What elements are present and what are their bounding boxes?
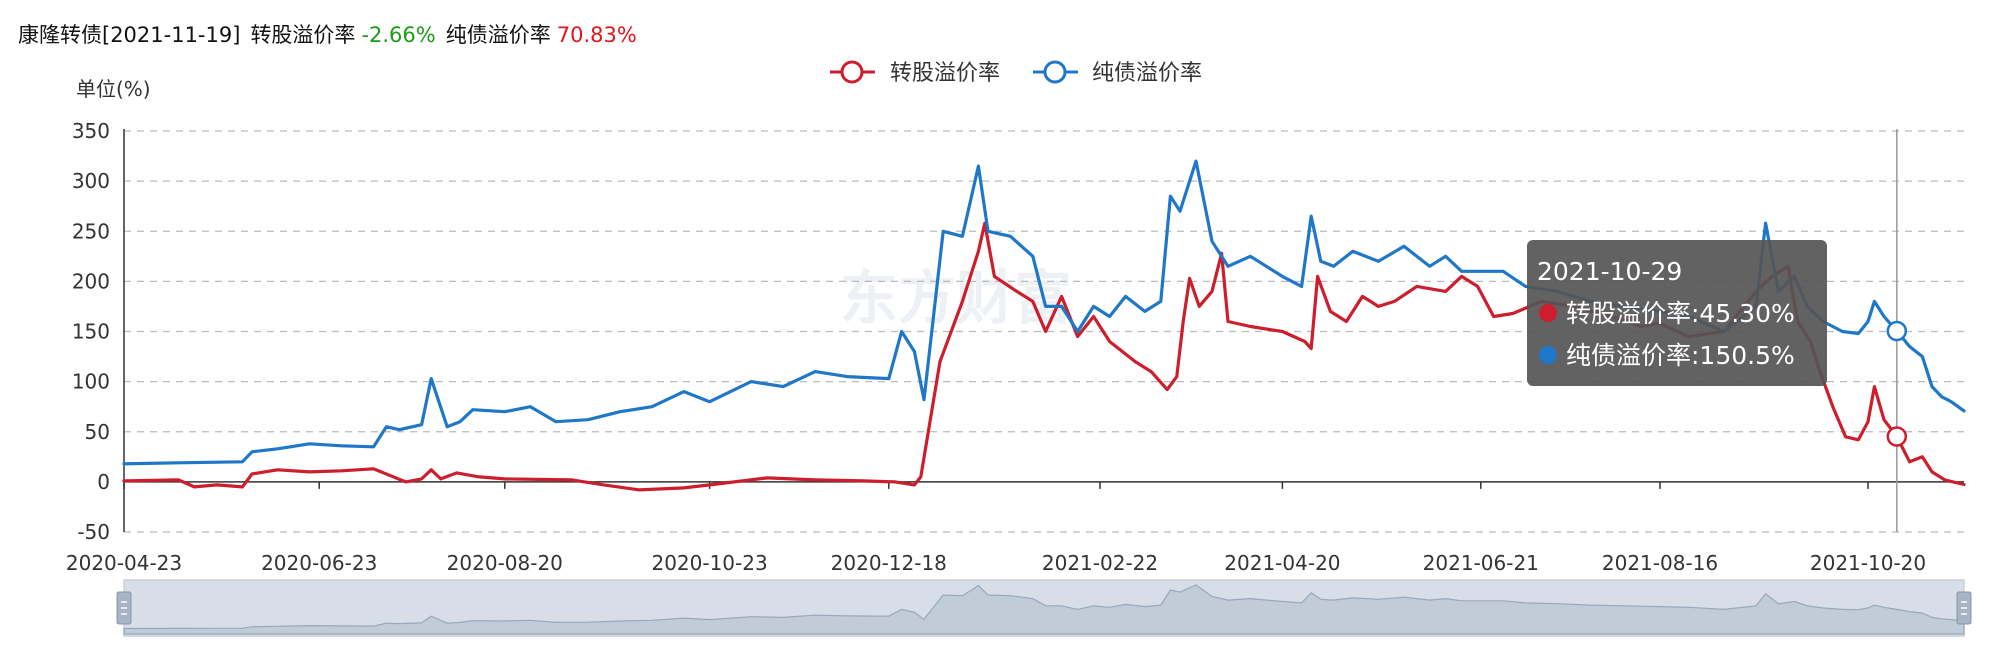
x-tick-label: 2020-08-20 <box>447 551 563 575</box>
x-tick-label: 2020-10-23 <box>651 551 767 575</box>
tooltip-bond-text: 纯债溢价率:150.5% <box>1566 341 1795 370</box>
y-tick-label: 150 <box>72 320 110 344</box>
y-tick-label: 200 <box>72 269 110 293</box>
header-bond-value: 70.83% <box>557 23 637 47</box>
header-bond-label: 纯债溢价率 <box>446 23 551 47</box>
y-tick-label: 250 <box>72 219 110 243</box>
chart-header: 康隆转债[2021-11-19] 转股溢价率 -2.66% 纯债溢价率 70.83% <box>18 23 637 47</box>
x-tick-label: 2021-04-20 <box>1224 551 1340 575</box>
y-tick-label: 300 <box>72 169 110 193</box>
x-tick-label: 2020-04-23 <box>66 551 182 575</box>
tooltip-bond-dot <box>1539 346 1557 364</box>
legend-bond-label: 纯债溢价率 <box>1092 61 1202 86</box>
header-conv-value: -2.66% <box>361 23 435 47</box>
x-tick-label: 2021-06-21 <box>1423 551 1539 575</box>
legend-bond-marker <box>1043 60 1067 84</box>
tooltip-conv-dot <box>1539 304 1557 322</box>
y-tick-label: 100 <box>72 370 110 394</box>
x-tick-label: 2021-10-20 <box>1810 551 1926 575</box>
x-tick-label: 2020-12-18 <box>831 551 947 575</box>
zoom-handle-left[interactable] <box>116 591 132 625</box>
legend-conv-label: 转股溢价率 <box>890 61 1000 86</box>
tooltip-date: 2021-10-29 <box>1537 257 1682 286</box>
hover-point-conv <box>1886 426 1908 447</box>
axes: -50 0 50 100 150 200 250 300 350 2020-04-23 2020-0… <box>66 119 1964 575</box>
tooltip: 2021-10-29 转股溢价率:45.30% 纯债溢价率:150.5% <box>1527 240 1827 386</box>
x-tick-label: 2021-02-22 <box>1042 551 1158 575</box>
y-tick-label: -50 <box>77 520 110 544</box>
header-date: [2021-11-19] <box>102 23 240 47</box>
x-tick-label: 2021-08-16 <box>1602 551 1718 575</box>
hover-layer <box>1886 129 1908 532</box>
zoom-mini-area <box>123 584 1965 635</box>
x-tick-label: 2020-06-23 <box>261 551 377 575</box>
data-zoom-slider[interactable] <box>116 579 1972 637</box>
tooltip-background <box>1527 240 1827 386</box>
header-conv-label: 转股溢价率 <box>250 23 355 47</box>
legend[interactable]: 转股溢价率 纯债溢价率 <box>830 60 1202 86</box>
y-axis-label: 单位(%) <box>76 77 151 101</box>
hover-point-bond <box>1886 320 1908 342</box>
y-tick-label: 0 <box>97 470 110 494</box>
zoom-mini-series <box>123 584 1965 635</box>
y-tick-label: 50 <box>85 420 110 444</box>
bond-name: 康隆转债 <box>18 23 102 47</box>
legend-item-conv[interactable]: 转股溢价率 <box>830 60 1000 86</box>
y-tick-label: 350 <box>72 119 110 143</box>
legend-conv-marker <box>840 60 864 84</box>
legend-item-bond[interactable]: 纯债溢价率 <box>1033 60 1202 86</box>
tooltip-conv-text: 转股溢价率:45.30% <box>1566 299 1795 328</box>
zoom-handle-right[interactable] <box>1956 591 1972 625</box>
